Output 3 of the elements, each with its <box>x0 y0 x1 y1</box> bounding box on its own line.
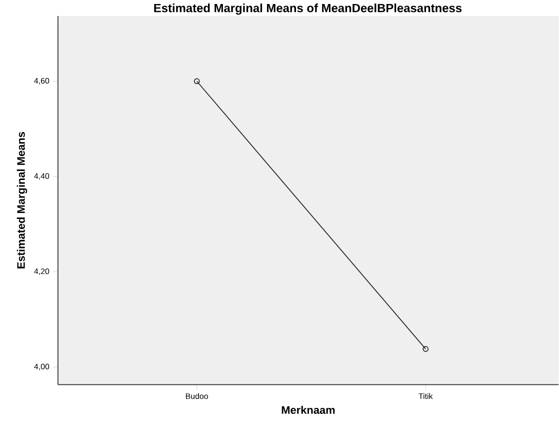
x-axis-title: Merknaam <box>282 406 335 414</box>
chart-title: Estimated Marginal Means of MeanDeelBPleasantness <box>154 4 462 15</box>
y-axis-title: Estimated Marginal Means <box>16 132 28 269</box>
